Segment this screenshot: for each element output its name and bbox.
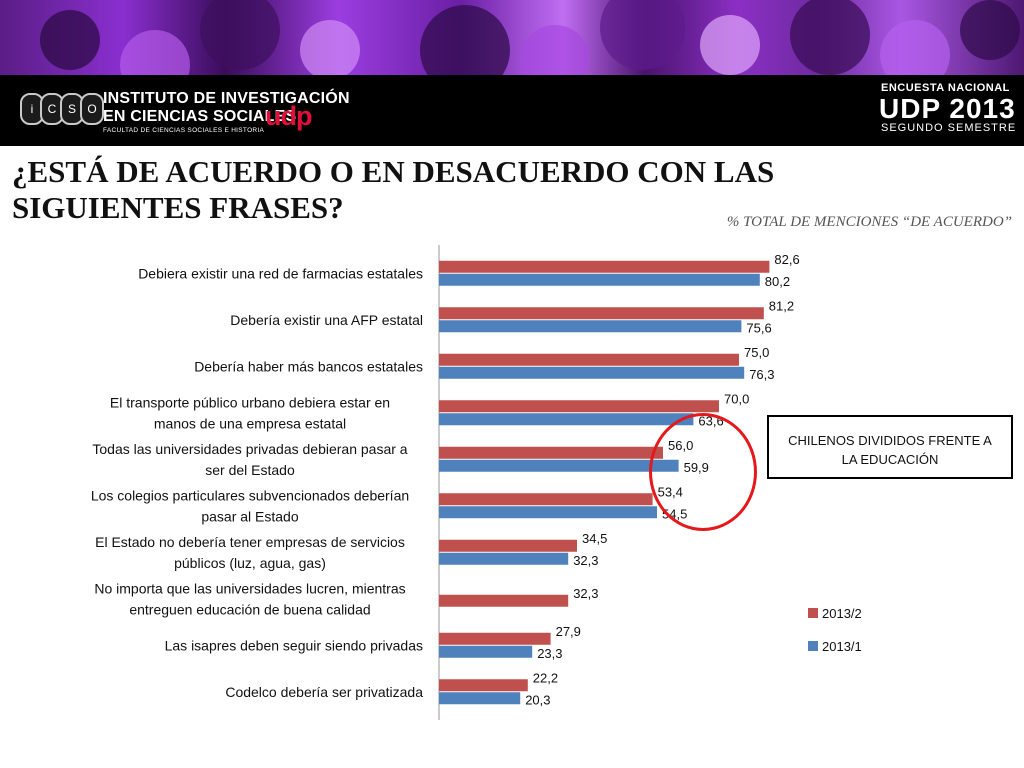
bar-2013-2 <box>439 594 569 607</box>
bar-2013-1 <box>439 645 533 658</box>
bar-2013-2 <box>439 400 719 413</box>
bar-2013-2 <box>439 493 653 506</box>
legend-label: 2013/1 <box>822 639 862 654</box>
education-callout: CHILENOS DIVIDIDOS FRENTE A LA EDUCACIÓN <box>767 415 1013 479</box>
data-label: 32,3 <box>573 553 598 568</box>
category-label: Codelco debería ser privatizada <box>225 684 423 700</box>
data-label: 75,0 <box>744 345 769 360</box>
data-label: 23,3 <box>537 646 562 661</box>
banner-photo-shape <box>420 5 510 75</box>
data-label: 32,3 <box>573 586 598 601</box>
udp-logo-text: udp <box>265 101 312 131</box>
bar-2013-2 <box>439 353 739 366</box>
legend-label: 2013/2 <box>822 606 862 621</box>
bar-2013-2 <box>439 632 551 645</box>
legend-swatch <box>808 608 818 618</box>
category-label: públicos (luz, agua, gas) <box>174 555 326 571</box>
bar-2013-1 <box>439 506 657 519</box>
data-label: 70,0 <box>724 391 749 406</box>
banner-photo-shape <box>300 20 360 75</box>
category-label: No importa que las universidades lucren,… <box>94 580 405 596</box>
bar-2013-1 <box>439 320 742 333</box>
banner-photo-shape <box>200 0 280 70</box>
data-label: 75,6 <box>746 320 771 335</box>
bar-2013-2 <box>439 260 770 273</box>
header-bar <box>0 75 1024 146</box>
data-label: 22,2 <box>533 670 558 685</box>
banner-photo-shape <box>520 25 590 75</box>
data-label: 82,6 <box>774 252 799 267</box>
data-label: 27,9 <box>556 624 581 639</box>
highlight-circle <box>649 413 757 531</box>
category-label: Los colegios particulares subvencionados… <box>91 487 409 503</box>
category-label: Todas las universidades privadas debiera… <box>92 441 407 457</box>
bar-2013-1 <box>439 413 694 426</box>
data-label: 20,3 <box>525 692 550 707</box>
banner-photo-shape <box>790 0 870 75</box>
bar-2013-1 <box>439 459 679 472</box>
category-label: El transporte público urbano debiera est… <box>110 394 390 410</box>
category-label: Las isapres deben seguir siendo privadas <box>165 637 423 653</box>
survey-title: UDP 2013 <box>879 93 1016 124</box>
category-label: pasar al Estado <box>201 508 298 524</box>
institute-name-line2: EN CIENCIAS SOCIALES <box>103 108 297 125</box>
category-label: entreguen educación de buena calidad <box>129 601 370 617</box>
data-label: 80,2 <box>765 274 790 289</box>
category-label: Debería existir una AFP estatal <box>230 312 423 328</box>
bar-2013-2 <box>439 539 577 552</box>
bar-2013-1 <box>439 366 745 379</box>
institute-name-line1: INSTITUTO DE INVESTIGACIÓN <box>103 90 350 107</box>
banner-photo-shape <box>600 0 685 70</box>
banner-photo-shape <box>880 20 950 75</box>
bar-2013-2 <box>439 307 764 320</box>
bar-2013-2 <box>439 446 663 459</box>
data-label: 34,5 <box>582 531 607 546</box>
bar-2013-1 <box>439 692 521 705</box>
survey-label: ENCUESTA NACIONAL <box>881 82 1010 94</box>
banner-photo-shape <box>960 0 1020 60</box>
photo-banner <box>0 0 1024 75</box>
chart-subtitle: % TOTAL DE MENCIONES “DE ACUERDO” <box>726 214 1012 230</box>
bar-2013-1 <box>439 552 569 565</box>
category-label: Debería haber más bancos estatales <box>194 358 423 374</box>
category-label: Debiera existir una red de farmacias est… <box>138 265 423 281</box>
banner-photo-shape <box>40 10 100 70</box>
category-label: ser del Estado <box>205 462 295 478</box>
survey-semester: SEGUNDO SEMESTRE <box>881 122 1017 134</box>
category-label: El Estado no debería tener empresas de s… <box>95 534 405 550</box>
faculty-name: FACULTAD DE CIENCIAS SOCIALES E HISTORIA <box>103 127 265 134</box>
category-label: manos de una empresa estatal <box>154 415 346 431</box>
banner-photo-shape <box>700 15 760 75</box>
legend-swatch <box>808 641 818 651</box>
bar-2013-1 <box>439 273 760 286</box>
data-label: 81,2 <box>769 298 794 313</box>
logo-letter: O <box>80 93 104 125</box>
data-label: 76,3 <box>749 367 774 382</box>
page-title: ¿ESTÁ DE ACUERDO O EN DESACUERDO CON LAS… <box>12 154 775 225</box>
bar-2013-2 <box>439 679 528 692</box>
